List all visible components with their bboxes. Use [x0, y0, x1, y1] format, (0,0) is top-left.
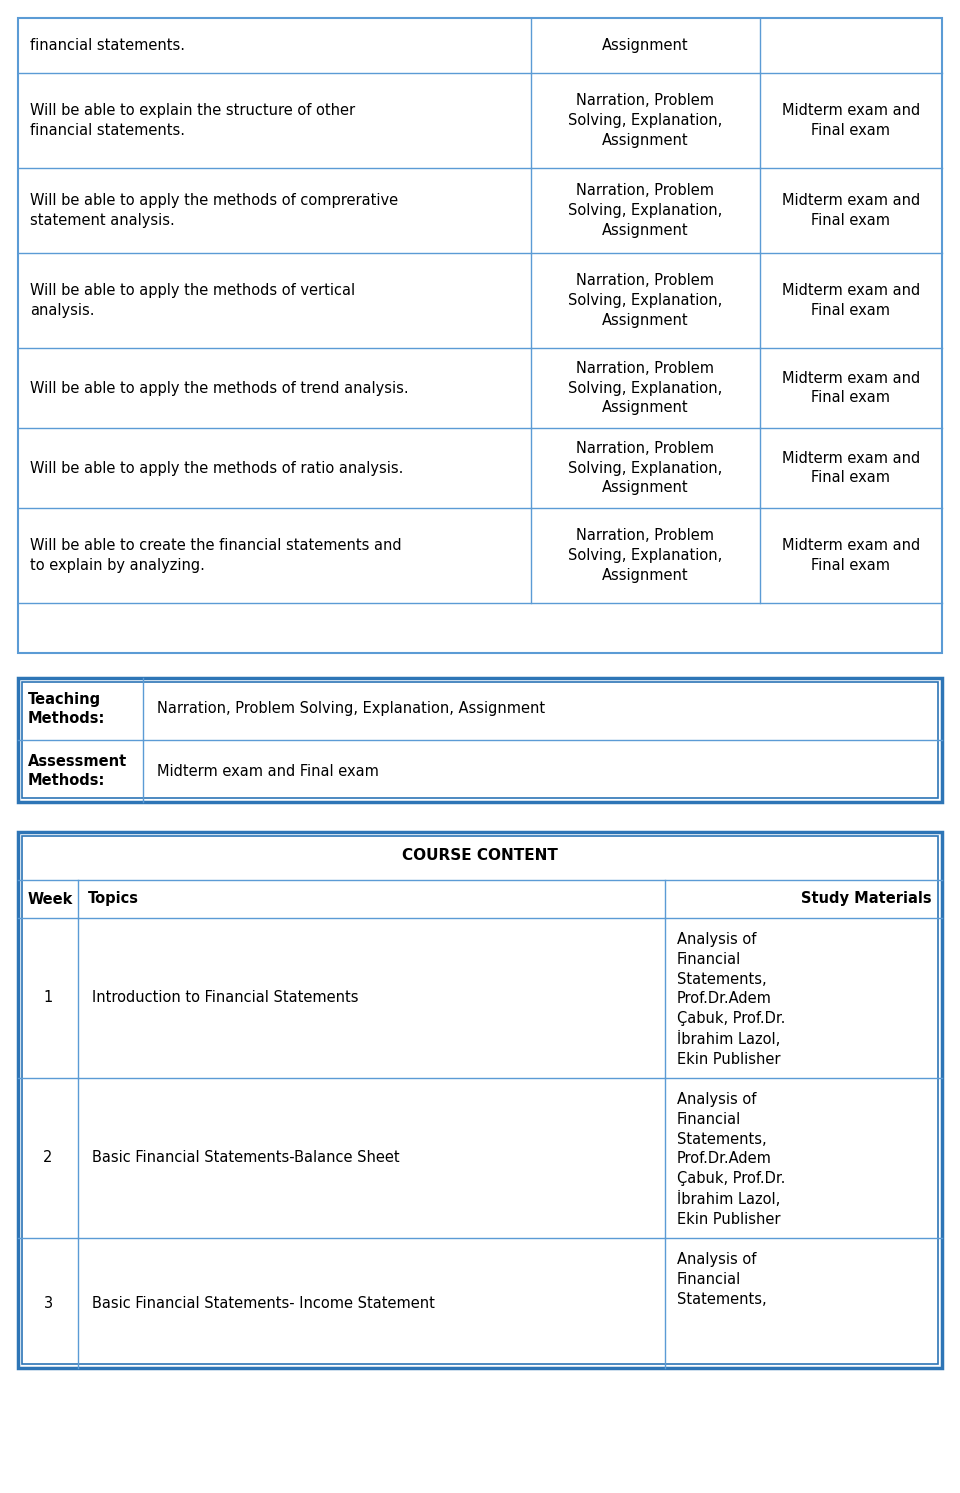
Text: Basic Financial Statements-Balance Sheet: Basic Financial Statements-Balance Sheet [92, 1151, 399, 1166]
Text: Analysis of
Financial
Statements,: Analysis of Financial Statements, [677, 1253, 766, 1306]
Text: Narration, Problem
Solving, Explanation,
Assignment: Narration, Problem Solving, Explanation,… [568, 440, 723, 496]
Text: 3: 3 [43, 1296, 53, 1311]
Text: Midterm exam and
Final exam: Midterm exam and Final exam [781, 193, 920, 228]
Text: Narration, Problem
Solving, Explanation,
Assignment: Narration, Problem Solving, Explanation,… [568, 273, 723, 328]
Text: Topics: Topics [88, 891, 139, 906]
Text: Will be able to apply the methods of comprerative
statement analysis.: Will be able to apply the methods of com… [30, 193, 398, 228]
Text: Narration, Problem Solving, Explanation, Assignment: Narration, Problem Solving, Explanation,… [156, 702, 545, 717]
Text: Will be able to explain the structure of other
financial statements.: Will be able to explain the structure of… [30, 103, 355, 137]
Bar [18, 832, 942, 1368]
Text: Narration, Problem
Solving, Explanation,
Assignment: Narration, Problem Solving, Explanation,… [568, 529, 723, 582]
Bar [22, 836, 938, 1365]
Text: Midterm exam and Final exam: Midterm exam and Final exam [156, 763, 378, 778]
Text: Narration, Problem
Solving, Explanation,
Assignment: Narration, Problem Solving, Explanation,… [568, 184, 723, 237]
Text: financial statements.: financial statements. [30, 37, 185, 52]
Text: Midterm exam and
Final exam: Midterm exam and Final exam [781, 284, 920, 318]
Text: Week: Week [28, 891, 73, 906]
Text: Study Materials: Study Materials [802, 891, 932, 906]
Text: Introduction to Financial Statements: Introduction to Financial Statements [92, 990, 359, 1005]
Text: Midterm exam and
Final exam: Midterm exam and Final exam [781, 537, 920, 573]
Text: 2: 2 [43, 1151, 53, 1166]
Text: Will be able to apply the methods of ratio analysis.: Will be able to apply the methods of rat… [30, 460, 403, 475]
Text: Analysis of
Financial
Statements,
Prof.Dr.Adem
Çabuk, Prof.Dr.
İbrahim Lazol,
Ek: Analysis of Financial Statements, Prof.D… [677, 1091, 785, 1227]
Text: Basic Financial Statements- Income Statement: Basic Financial Statements- Income State… [92, 1296, 435, 1311]
Text: Will be able to apply the methods of vertical
analysis.: Will be able to apply the methods of ver… [30, 284, 355, 318]
Text: Teaching
Methods:: Teaching Methods: [28, 691, 106, 727]
Text: Will be able to create the financial statements and
to explain by analyzing.: Will be able to create the financial sta… [30, 537, 401, 573]
Text: COURSE CONTENT: COURSE CONTENT [402, 848, 558, 863]
Bar [22, 682, 938, 797]
Text: Midterm exam and
Final exam: Midterm exam and Final exam [781, 103, 920, 137]
Text: Assignment: Assignment [602, 37, 688, 52]
Text: Assessment
Methods:: Assessment Methods: [28, 754, 128, 788]
Text: Narration, Problem
Solving, Explanation,
Assignment: Narration, Problem Solving, Explanation,… [568, 93, 723, 148]
Text: 1: 1 [43, 990, 53, 1005]
Text: Midterm exam and
Final exam: Midterm exam and Final exam [781, 451, 920, 485]
Bar [18, 678, 942, 802]
Text: Analysis of
Financial
Statements,
Prof.Dr.Adem
Çabuk, Prof.Dr.
İbrahim Lazol,
Ek: Analysis of Financial Statements, Prof.D… [677, 932, 785, 1067]
Text: Will be able to apply the methods of trend analysis.: Will be able to apply the methods of tre… [30, 381, 409, 396]
Text: Midterm exam and
Final exam: Midterm exam and Final exam [781, 370, 920, 406]
Bar [18, 18, 942, 652]
Text: Narration, Problem
Solving, Explanation,
Assignment: Narration, Problem Solving, Explanation,… [568, 361, 723, 415]
